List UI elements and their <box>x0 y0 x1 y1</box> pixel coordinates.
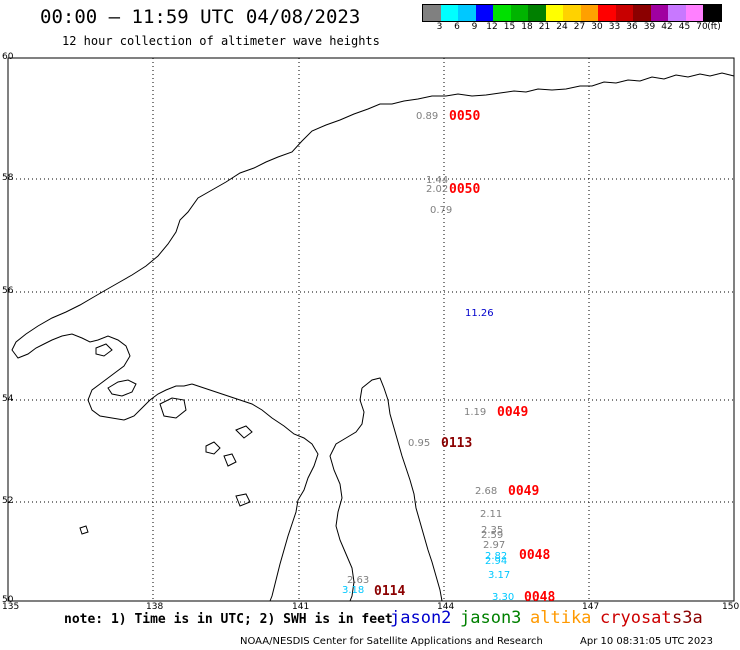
longitude-label: 150 <box>722 602 740 612</box>
colorbar-tick-label: 12 <box>486 22 498 32</box>
wave-height-colorbar <box>422 4 722 22</box>
island-shantar-1 <box>107 379 137 397</box>
colorbar-cell <box>703 5 721 21</box>
longitude-label: 138 <box>146 602 164 612</box>
swh-value: 0.79 <box>430 205 453 216</box>
colorbar-cell <box>598 5 616 21</box>
swh-value: 1.44 <box>426 175 449 186</box>
island-shantar-3 <box>95 343 113 357</box>
longitude-label: 147 <box>582 602 600 612</box>
coastline-okhotsk-north <box>11 72 735 421</box>
map-subtitle: 12 hour collection of altimeter wave hei… <box>62 34 380 48</box>
credit-text: NOAA/NESDIS Center for Satellite Applica… <box>240 636 543 647</box>
colorbar-cell <box>493 5 511 21</box>
swh-value: 2.35 <box>481 525 504 536</box>
colorbar-unit: (ft) <box>707 22 721 32</box>
colorbar-tick-label: 33 <box>608 22 621 32</box>
longitude-label: 141 <box>292 602 310 612</box>
latitude-label: 58 <box>2 173 14 183</box>
colorbar-cell <box>510 5 528 21</box>
colorbar-tick-label: 45 <box>678 22 691 32</box>
swh-value: 3.18 <box>342 585 365 596</box>
colorbar-labels: 3 6 9 12 15 18 21 24 27 30 33 36 39 42 45 70 (ft) <box>422 22 740 34</box>
colorbar-cell <box>685 5 703 21</box>
pass-time-label: 0049 <box>508 484 540 499</box>
island-small-c <box>235 493 251 507</box>
colorbar-cell <box>633 5 651 21</box>
swh-value: 11.26 <box>465 308 494 319</box>
colorbar-tick-label: 9 <box>471 22 478 32</box>
swh-value: 2.02 <box>426 184 449 195</box>
colorbar-tick-label: 42 <box>661 22 673 32</box>
colorbar-tick-label: 70 <box>696 22 708 32</box>
swh-value: 2.11 <box>480 509 503 520</box>
swh-value: 0.95 <box>408 438 431 449</box>
gridlines <box>8 58 734 601</box>
satellite-legend-s3a: s3a <box>672 608 703 628</box>
satellite-legend-jason2: jason2 <box>390 608 452 628</box>
colorbar-cell <box>440 5 458 21</box>
swh-value: 2.68 <box>475 486 498 497</box>
island-small-d <box>223 453 237 467</box>
colorbar-cell <box>423 5 441 21</box>
colorbar-cell <box>528 5 546 21</box>
pass-time-label: 0048 <box>519 548 551 563</box>
swh-value: 2.94 <box>485 556 508 567</box>
colorbar-cell <box>650 5 668 21</box>
colorbar-tick-label: 18 <box>521 22 533 32</box>
swh-value: 2.63 <box>347 575 370 586</box>
pass-time-label: 0050 <box>449 109 481 124</box>
pass-time-label: 0048 <box>524 590 556 605</box>
swh-value: 2.97 <box>483 540 506 551</box>
colorbar-tick-label: 39 <box>643 22 656 32</box>
swh-value: 0.89 <box>416 111 439 122</box>
satellite-legend-altika: altika <box>530 608 592 628</box>
colorbar-tick-label: 36 <box>626 22 638 32</box>
colorbar-tick-label: 24 <box>556 22 568 32</box>
island-shantar-2 <box>159 397 187 419</box>
satellite-legend-cryosat: cryosat <box>600 608 672 628</box>
longitude-label: 144 <box>437 602 455 612</box>
coastline-mainland-south <box>191 383 319 602</box>
pass-time-label: 0049 <box>497 405 529 420</box>
swh-value: 1.19 <box>464 407 487 418</box>
latitude-label: 56 <box>2 286 14 296</box>
colorbar-tick-label: 30 <box>591 22 603 32</box>
longitude-label: 135 <box>2 602 20 612</box>
latitude-label: 50 <box>2 595 14 605</box>
colorbar-tick-label: 6 <box>454 22 460 32</box>
satellite-legend-jason3: jason3 <box>460 608 522 628</box>
colorbar-cell <box>668 5 686 21</box>
swh-value: 2.82 <box>485 551 508 562</box>
latitude-label: 60 <box>2 52 14 62</box>
swh-value: 3.17 <box>488 570 511 581</box>
colorbar-tick-label: 27 <box>573 22 586 32</box>
colorbar-cell <box>563 5 581 21</box>
plot-frame <box>7 57 735 602</box>
generated-timestamp: Apr 10 08:31:05 UTC 2023 <box>580 636 713 647</box>
island-small-b <box>235 425 253 439</box>
coastline-sakhalin <box>329 377 443 602</box>
colorbar-cell <box>475 5 493 21</box>
latitude-label: 54 <box>2 394 14 404</box>
colorbar-cell <box>545 5 563 21</box>
swh-value: 3.30 <box>492 592 515 603</box>
pass-time-label: 0113 <box>441 436 473 451</box>
pass-time-label: 0050 <box>449 182 481 197</box>
colorbar-tick-label: 15 <box>503 22 516 32</box>
colorbar-tick-label: 21 <box>538 22 551 32</box>
units-note: note: 1) Time is in UTC; 2) SWH is in fe… <box>64 612 393 627</box>
pass-time-label: 0114 <box>374 584 406 599</box>
colorbar-cell <box>458 5 476 21</box>
island-small-a <box>205 441 221 455</box>
swh-value: 2.59 <box>481 530 504 541</box>
island-small-e <box>79 525 89 535</box>
colorbar-cell <box>580 5 598 21</box>
colorbar-cell <box>615 5 633 21</box>
latitude-label: 52 <box>2 496 14 506</box>
colorbar-tick-label: 3 <box>436 22 443 32</box>
map-title: 00:00 — 11:59 UTC 04/08/2023 <box>40 6 361 28</box>
